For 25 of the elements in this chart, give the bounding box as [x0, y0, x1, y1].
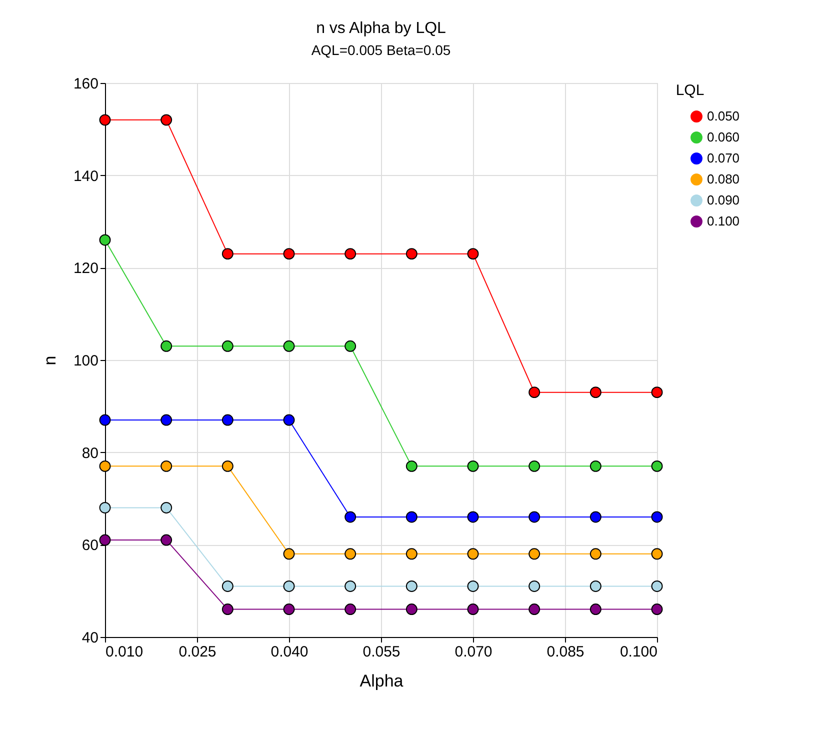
x-tick-label: 0.055: [362, 644, 400, 660]
x-tick-label: 0.025: [178, 644, 216, 660]
legend-title: LQL: [676, 82, 704, 99]
legend-label: 0.080: [707, 172, 740, 186]
x-tick-label: 0.010: [106, 644, 144, 660]
legend-label: 0.050: [707, 108, 740, 124]
y-tick-label: 80: [82, 444, 98, 462]
y-tick-label: 40: [82, 630, 98, 646]
y-tick-label: 140: [73, 168, 98, 185]
y-axis-title: n: [40, 356, 60, 366]
y-tick-label: 160: [73, 76, 98, 92]
legend-label: 0.060: [707, 130, 740, 144]
y-tick-label: 60: [82, 537, 98, 554]
x-tick-label: 0.100: [620, 644, 658, 660]
x-tick-label: 0.070: [454, 644, 492, 660]
legend-label: 0.090: [707, 192, 740, 208]
x-axis-title: Alpha: [360, 672, 404, 690]
legend-label: 0.100: [707, 214, 740, 228]
y-tick-label: 100: [73, 352, 98, 370]
x-tick-label: 0.040: [270, 644, 308, 660]
chart-title: n vs Alpha by LQL: [316, 20, 446, 37]
chart-subtitle: AQL=0.005 Beta=0.05: [311, 42, 451, 58]
x-tick-label: 0.085: [546, 644, 584, 660]
legend-label: 0.070: [707, 150, 740, 166]
y-tick-label: 120: [73, 260, 98, 278]
